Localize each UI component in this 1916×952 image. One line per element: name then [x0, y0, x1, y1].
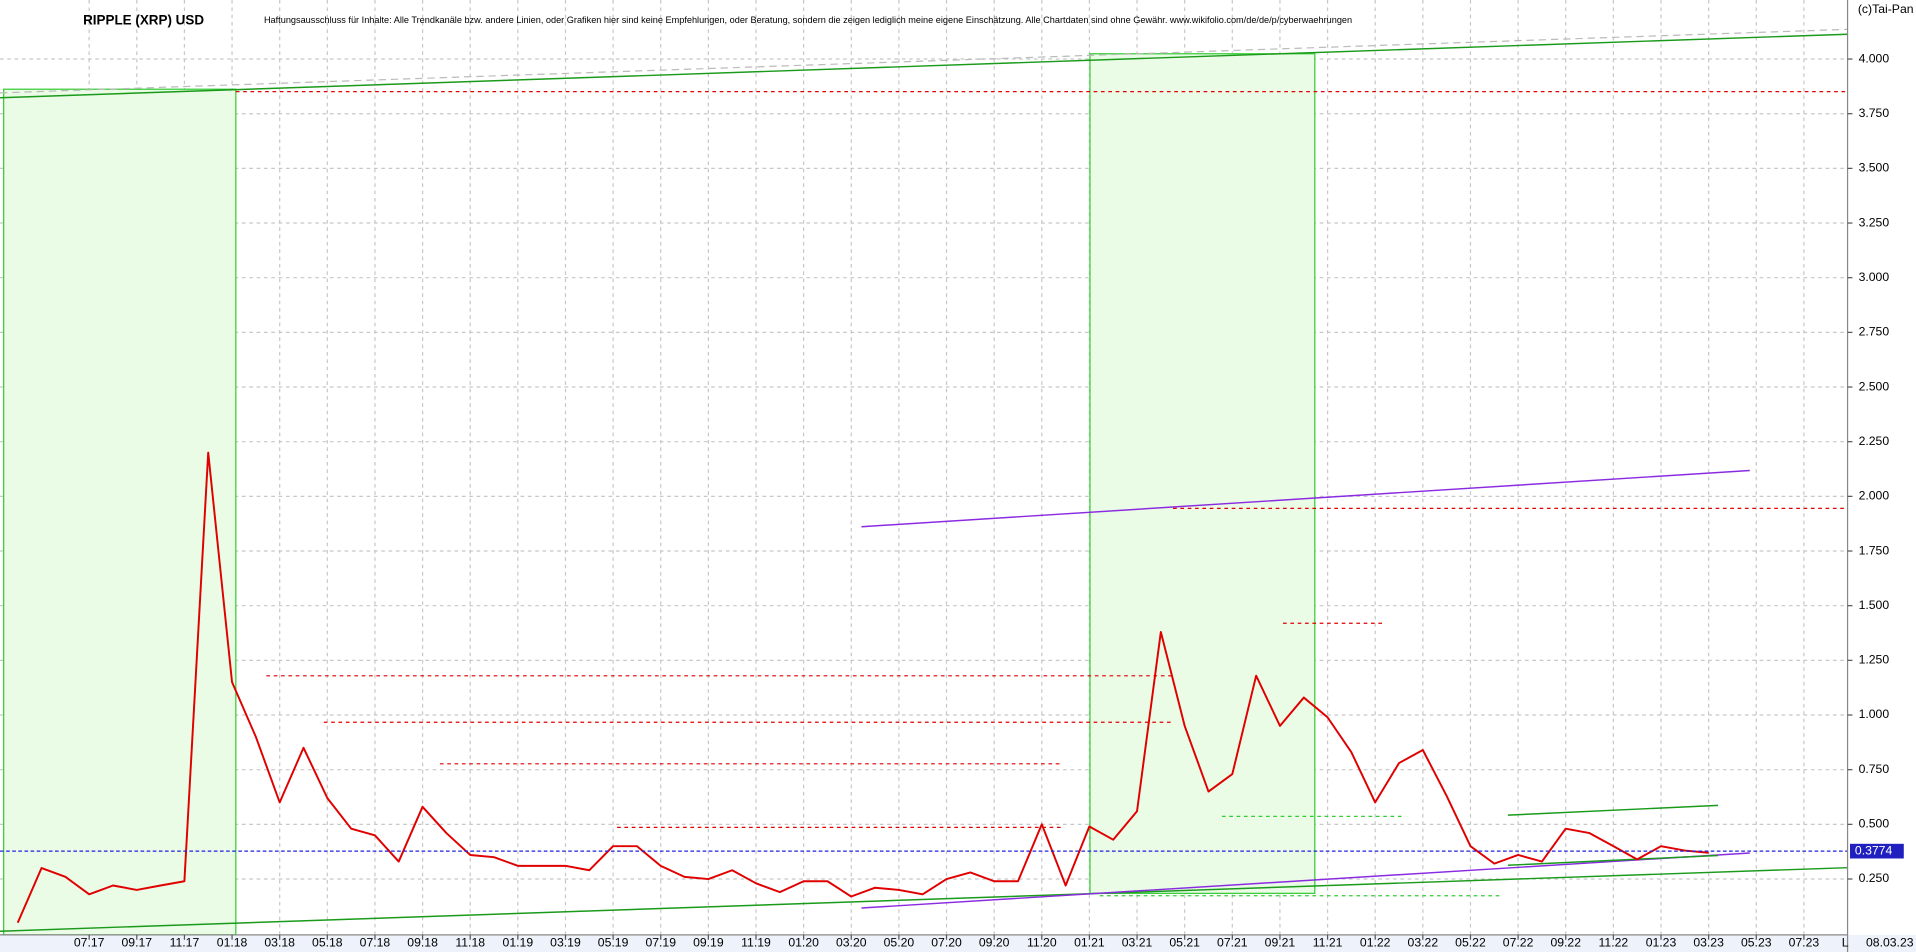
x-tick-label: 05.19 [598, 936, 629, 950]
x-tick-label: 11.19 [741, 936, 771, 950]
x-tick-label: 07.22 [1503, 936, 1534, 950]
x-axis-strip [0, 934, 1916, 952]
plot [0, 451, 1848, 924]
x-tick-label: 11.20 [1027, 936, 1057, 950]
trend-line [0, 866, 1848, 932]
x-tick-label: 05.22 [1455, 936, 1486, 950]
x-tick-label: 01.23 [1646, 936, 1677, 950]
corner-label: L [1842, 936, 1849, 950]
x-tick-label: 07.20 [931, 936, 962, 950]
disclaimer: Haftungsausschluss für Inhalte: Alle Tre… [264, 15, 1352, 25]
x-tick-label: 09.20 [979, 936, 1010, 950]
y-tick-label: 2.250 [1859, 434, 1890, 448]
y-tick-label: 2.500 [1859, 379, 1890, 393]
x-tick-label: 01.22 [1360, 936, 1391, 950]
x-tick-label: 03.18 [264, 936, 295, 950]
x-tick-label: 03.20 [836, 936, 867, 950]
x-tick-label: 11.17 [170, 936, 200, 950]
x-tick-label: 03.21 [1122, 936, 1153, 950]
y-tick-label: 1.500 [1859, 598, 1890, 612]
trend-line [861, 469, 1750, 528]
last-price-box [1850, 843, 1904, 859]
trend-line [0, 28, 1848, 94]
y-tick-label: 1.250 [1859, 653, 1890, 667]
trend-line [1507, 854, 1719, 866]
y-tick-label: 2.000 [1859, 489, 1890, 503]
y-tick-label: 0.750 [1859, 762, 1890, 776]
x-tick-label: 09.18 [407, 936, 438, 950]
y-tick-label: 3.000 [1859, 270, 1890, 284]
chart-title: RIPPLE (XRP) USD [83, 12, 204, 27]
y-tick-label: 3.750 [1859, 106, 1890, 120]
axes: 0.250 0.500 0.750 1.000 1.250 1.500 1.750 2.000… [74, 51, 1904, 950]
grid [0, 0, 1848, 935]
last-price-label: 0.3774 [1855, 843, 1893, 857]
x-tick-label: 01.20 [788, 936, 819, 950]
x-tick-label: 05.20 [884, 936, 915, 950]
x-tick-label: 07.19 [645, 936, 676, 950]
highlight-box [1089, 53, 1316, 894]
x-tick-label: 03.22 [1408, 936, 1439, 950]
annotations [0, 28, 1848, 936]
y-tick-label: 0.500 [1859, 817, 1890, 831]
x-tick-label: 11.22 [1599, 936, 1629, 950]
x-tick-label: 07.21 [1217, 936, 1248, 950]
y-tick-label: 1.750 [1859, 543, 1890, 557]
x-tick-label: 03.23 [1693, 936, 1724, 950]
x-tick-label: 07.17 [74, 936, 105, 950]
x-tick-label: 07.23 [1789, 936, 1820, 950]
trend-line [1507, 804, 1719, 816]
x-tick-label: 09.21 [1265, 936, 1296, 950]
x-tick-label: 05.23 [1741, 936, 1772, 950]
x-tick-label: 05.21 [1169, 936, 1200, 950]
x-tick-label: 01.19 [503, 936, 534, 950]
y-tick-label: 3.250 [1859, 215, 1890, 229]
x-tick-label: 09.17 [122, 936, 153, 950]
y-tick-label: 4.000 [1859, 51, 1890, 65]
x-tick-label: 09.22 [1550, 936, 1581, 950]
x-tick-label: 01.18 [217, 936, 248, 950]
trend-line [861, 852, 1750, 909]
x-tick-label: 05.18 [312, 936, 343, 950]
x-tick-label: 07.18 [360, 936, 391, 950]
x-tick-label: 11.21 [1313, 936, 1343, 950]
trend-line [0, 33, 1848, 99]
price-line [16, 451, 1709, 924]
y-tick-label: 0.250 [1859, 871, 1890, 885]
highlight-box [3, 88, 237, 936]
x-tick-label: 11.18 [455, 936, 485, 950]
y-tick-label: 3.500 [1859, 161, 1890, 175]
x-tick-label: 09.19 [693, 936, 724, 950]
x-tick-label: 03.19 [550, 936, 581, 950]
x-tick-label: 01.21 [1074, 936, 1105, 950]
y-tick-label: 2.750 [1859, 325, 1890, 339]
y-tick-label: 1.000 [1859, 707, 1890, 721]
copyright: (c)Tai-Pan [1858, 2, 1914, 16]
date-label: 08.03.23 [1866, 936, 1914, 950]
